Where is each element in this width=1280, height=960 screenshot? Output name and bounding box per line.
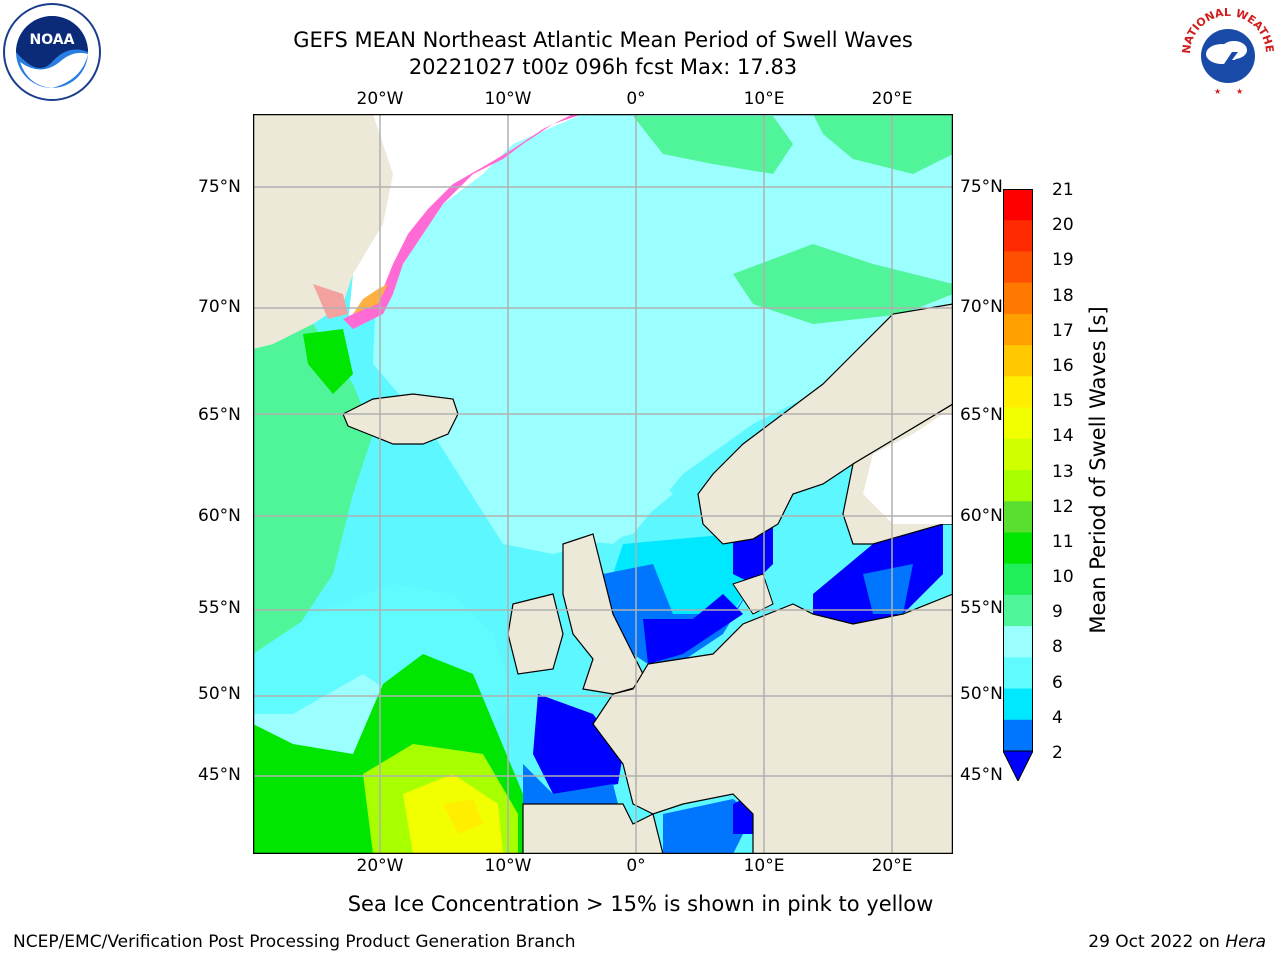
lat-label-right-50n: 50°N — [960, 684, 1003, 704]
colorbar-swatch — [1003, 251, 1033, 284]
lon-label-top-10e: 10°E — [743, 89, 785, 109]
gulf-of-bothnia-ice — [863, 414, 953, 524]
swell-region-2-4s-mediterranean — [663, 799, 753, 854]
svg-text:★: ★ — [1214, 87, 1221, 96]
footer-date: 29 Oct 2022 on Hera — [1088, 932, 1266, 952]
lat-label-left-70n: 70°N — [198, 297, 241, 317]
lat-label-right-65n: 65°N — [960, 405, 1003, 425]
colorbar-swatch — [1003, 189, 1033, 221]
colorbar-tick: 16 — [1052, 356, 1074, 376]
colorbar-tick: 18 — [1052, 286, 1074, 306]
colorbar-tick: 13 — [1052, 462, 1074, 482]
swell-region-8-9s-west — [513, 454, 673, 544]
svg-text:★: ★ — [1236, 87, 1243, 96]
colorbar-tick: 12 — [1052, 497, 1074, 517]
colorbar-tick: 17 — [1052, 321, 1074, 341]
colorbar-extend-arrow — [1003, 750, 1033, 781]
colorbar-swatch — [1003, 594, 1033, 627]
colorbar-swatch — [1003, 501, 1033, 534]
chart-subtitle: 20221027 t00z 096h fcst Max: 17.83 — [408, 55, 798, 79]
swell-region-9-10s-north — [633, 116, 793, 174]
lon-label-top-10w: 10°W — [484, 89, 532, 109]
colorbar-swatch — [1003, 657, 1033, 690]
colorbar-tick: 2 — [1052, 743, 1063, 763]
sea-ice-note: Sea Ice Concentration > 15% is shown in … — [347, 892, 934, 916]
greenland-land — [253, 114, 433, 349]
colorbar-swatch — [1003, 563, 1033, 596]
noaa-logo-text: NOAA — [30, 32, 75, 48]
chart-title: GEFS MEAN Northeast Atlantic Mean Period… — [293, 28, 913, 52]
colorbar-tick: 8 — [1052, 637, 1063, 657]
lat-label-right-45n: 45°N — [960, 765, 1003, 785]
lon-label-bottom-20e: 20°E — [871, 856, 913, 876]
graticule — [253, 114, 953, 854]
lon-label-bottom-20w: 20°W — [356, 856, 404, 876]
swell-region-under-2s-channel — [643, 594, 743, 664]
lon-label-top-0: 0° — [626, 89, 646, 109]
colorbar-swatch — [1003, 313, 1033, 346]
denmark-land — [732, 573, 774, 615]
lat-label-right-60n: 60°N — [960, 506, 1003, 526]
noaa-logo: NOAA — [3, 3, 101, 101]
footer-host: Hera — [1225, 932, 1266, 952]
lat-label-left-55n: 55°N — [198, 598, 241, 618]
colorbar-tick: 9 — [1052, 602, 1063, 622]
footer-date-text: 29 Oct 2022 on — [1088, 932, 1226, 952]
colorbar-tick: 20 — [1052, 215, 1074, 235]
swell-region-9-10s-west — [253, 324, 373, 654]
swell-region-10-11s-denmark-strait — [303, 329, 353, 394]
lat-label-right-75n: 75°N — [960, 177, 1003, 197]
colorbar-swatch — [1003, 532, 1033, 565]
lat-label-left-75n: 75°N — [198, 177, 241, 197]
colorbar-label: Mean Period of Swell Waves [s] — [1086, 306, 1110, 634]
lat-label-right-70n: 70°N — [960, 297, 1003, 317]
lat-label-left-45n: 45°N — [198, 765, 241, 785]
colorbar-swatch — [1003, 719, 1033, 752]
iberia-land — [522, 803, 664, 854]
colorbar-swatch — [1003, 626, 1033, 658]
swell-region-under-2s-biscay — [533, 694, 623, 794]
greenland-ice-sheet — [348, 114, 583, 324]
colorbar-tick: 15 — [1052, 391, 1074, 411]
colorbar-tick: 14 — [1052, 426, 1074, 446]
colorbar — [1003, 189, 1033, 781]
lon-label-bottom-0: 0° — [626, 856, 646, 876]
footer-branch: NCEP/EMC/Verification Post Processing Pr… — [13, 932, 576, 952]
lon-label-bottom-10w: 10°W — [484, 856, 532, 876]
colorbar-tick: 4 — [1052, 708, 1063, 728]
colorbar-tick: 11 — [1052, 532, 1074, 552]
lat-label-left-60n: 60°N — [198, 506, 241, 526]
europe-land — [592, 593, 953, 854]
ireland-land — [507, 593, 564, 675]
colorbar-swatch — [1003, 345, 1033, 377]
colorbar-swatch — [1003, 438, 1033, 471]
swell-region-2-4s-biscay — [523, 764, 618, 804]
swell-region-15-16s-south — [443, 799, 483, 834]
colorbar-swatch — [1003, 470, 1033, 502]
lon-label-bottom-10e: 10°E — [743, 856, 785, 876]
great-britain-land — [562, 533, 649, 695]
lon-label-top-20e: 20°E — [871, 89, 913, 109]
colorbar-swatch — [1003, 688, 1033, 721]
colorbar-swatch — [1003, 282, 1033, 315]
lat-label-left-65n: 65°N — [198, 405, 241, 425]
colorbar-swatch — [1003, 376, 1033, 409]
sea-ice-edge-denmark-strait — [313, 284, 348, 319]
colorbar-tick: 6 — [1052, 673, 1063, 693]
colorbar-tick: 10 — [1052, 567, 1074, 587]
colorbar-swatch — [1003, 220, 1033, 253]
nws-logo: NATIONAL WEATHER SERVICE ★ ★ — [1178, 2, 1276, 100]
colorbar-swatch — [1003, 407, 1033, 440]
colorbar-tick: 19 — [1052, 250, 1074, 270]
iceland-land — [342, 393, 459, 445]
swell-region-9-10s-north-east — [813, 114, 953, 174]
swell-region-2-4s-baltic-sea — [863, 564, 913, 614]
lat-label-right-55n: 55°N — [960, 598, 1003, 618]
swell-region-9-10s-barents — [733, 244, 953, 324]
colorbar-tick: 21 — [1052, 180, 1074, 200]
lat-label-left-50n: 50°N — [198, 684, 241, 704]
swell-period-map — [253, 114, 953, 854]
lon-label-top-20w: 20°W — [356, 89, 404, 109]
swell-region-8-9s — [373, 114, 953, 554]
